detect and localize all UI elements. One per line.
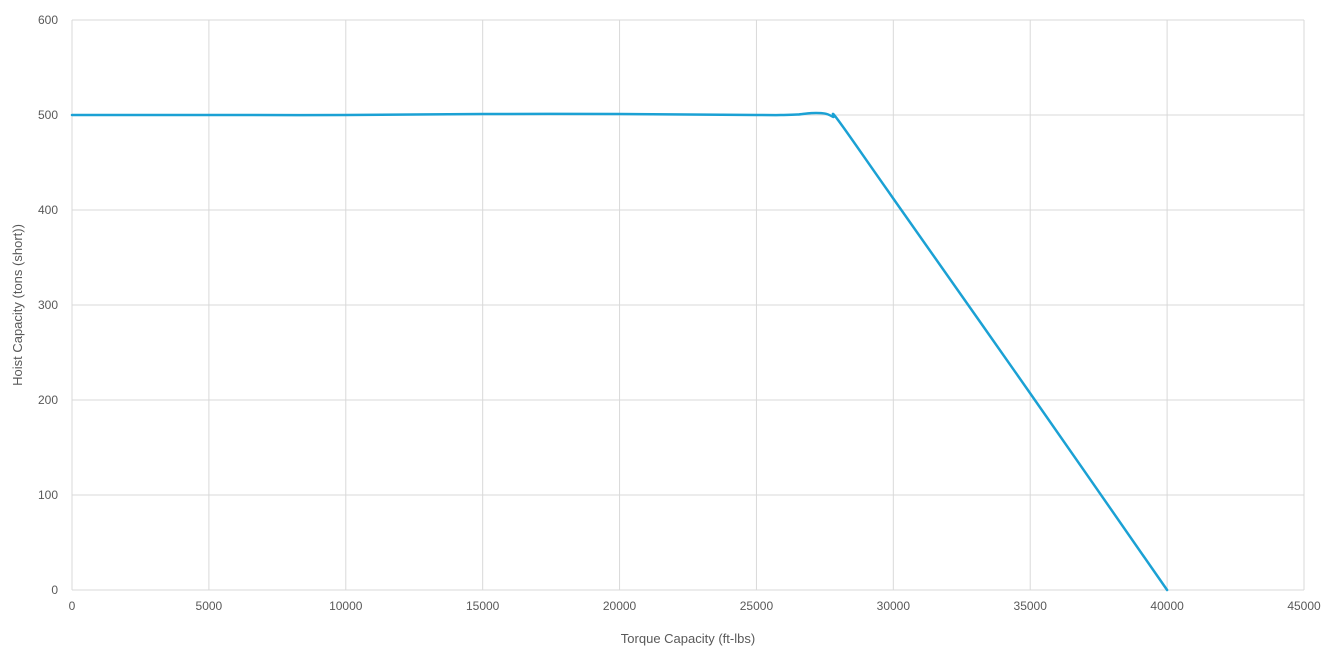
- grid: [71, 19, 1305, 591]
- x-tick-label: 15000: [466, 599, 500, 613]
- x-tick-label: 45000: [1287, 599, 1321, 613]
- y-tick-label: 600: [38, 13, 58, 27]
- y-tick-label: 100: [38, 488, 58, 502]
- x-tick-label: 20000: [603, 599, 637, 613]
- x-tick-label: 40000: [1150, 599, 1184, 613]
- y-axis-ticks: 0 100 200 300 400 500 600: [38, 13, 58, 597]
- x-axis-title: Torque Capacity (ft-lbs): [621, 631, 755, 646]
- x-tick-label: 5000: [196, 599, 223, 613]
- y-tick-label: 300: [38, 298, 58, 312]
- y-tick-label: 0: [51, 583, 58, 597]
- x-tick-label: 25000: [740, 599, 774, 613]
- series-line: [70, 111, 1169, 592]
- x-tick-label: 0: [69, 599, 76, 613]
- x-tick-label: 10000: [329, 599, 363, 613]
- x-tick-label: 30000: [877, 599, 911, 613]
- series-layer: [70, 111, 1169, 592]
- y-axis-title: Hoist Capacity (tons (short)): [10, 224, 25, 386]
- y-tick-label: 200: [38, 393, 58, 407]
- x-tick-label: 35000: [1014, 599, 1048, 613]
- y-tick-label: 500: [38, 108, 58, 122]
- x-axis-ticks: 0 5000 10000 15000 20000 25000 30000 35000 40000…: [69, 599, 1321, 613]
- y-tick-label: 400: [38, 203, 58, 217]
